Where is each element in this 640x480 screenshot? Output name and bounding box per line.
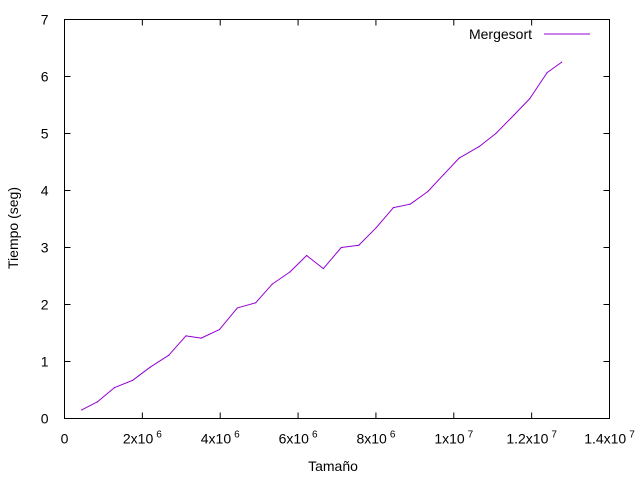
data-point bbox=[561, 61, 563, 63]
x-tick-label: 4x10 6 bbox=[201, 430, 240, 447]
x-tick-label-base: 1.2x10 bbox=[506, 431, 548, 447]
data-point bbox=[218, 328, 221, 331]
data-point bbox=[458, 157, 460, 159]
legend-label-mergesort: Mergesort bbox=[469, 26, 532, 42]
data-point bbox=[132, 379, 134, 381]
x-axis-title: Tamaño bbox=[308, 458, 358, 474]
data-point bbox=[358, 244, 360, 246]
y-tick-label: 3 bbox=[41, 240, 49, 256]
x-tick-label-base: 0 bbox=[61, 431, 69, 447]
x-tick-label: 1.2x10 7 bbox=[506, 430, 557, 447]
data-point bbox=[236, 307, 238, 309]
x-tick-label-exponent: 6 bbox=[234, 430, 240, 441]
y-tick-label: 7 bbox=[41, 12, 49, 28]
data-point bbox=[478, 146, 480, 148]
x-tick-label-base: 1.4x10 bbox=[584, 431, 626, 447]
x-tick-label: 1.4x10 7 bbox=[584, 430, 635, 447]
data-point bbox=[168, 354, 170, 356]
data-point bbox=[340, 246, 342, 249]
data-point bbox=[271, 283, 273, 285]
plot-frame bbox=[64, 19, 610, 419]
x-tick-label-base: 8x10 bbox=[356, 431, 387, 447]
data-point bbox=[306, 254, 308, 257]
data-point bbox=[513, 114, 515, 116]
data-point bbox=[495, 132, 497, 135]
y-tick-label: 6 bbox=[41, 69, 49, 85]
x-tick-label-base: 6x10 bbox=[279, 431, 310, 447]
x-tick-label: 1x10 7 bbox=[434, 430, 473, 447]
y-tick-label: 1 bbox=[41, 354, 49, 370]
y-axis-title: Tiempo (seg) bbox=[5, 187, 21, 269]
series-line-mergesort bbox=[81, 61, 562, 411]
data-point bbox=[375, 226, 377, 229]
x-tick-label-base: 4x10 bbox=[201, 431, 232, 447]
y-tick-label: 2 bbox=[41, 297, 49, 313]
x-ticks-layer: 0 2x10 6 4x10 6 6x10 6 8x10 6 1x10 7 1.2x10 7 1.4x10 7 bbox=[61, 19, 635, 447]
data-point bbox=[81, 409, 83, 411]
x-tick-label-base: 1x10 bbox=[434, 431, 465, 447]
y-ticks-layer: 0 1 2 3 4 5 6 7 bbox=[41, 12, 610, 427]
data-point bbox=[149, 366, 151, 368]
x-tick-label: 2x10 6 bbox=[123, 430, 162, 447]
data-point bbox=[289, 271, 291, 273]
x-tick-label-exponent: 7 bbox=[468, 430, 474, 441]
x-tick-label: 6x10 6 bbox=[279, 430, 318, 447]
x-tick-label: 8x10 6 bbox=[356, 430, 395, 447]
data-point bbox=[96, 401, 98, 403]
x-tick-label-exponent: 7 bbox=[551, 430, 557, 441]
data-point bbox=[427, 191, 429, 193]
x-tick-label: 0 bbox=[61, 431, 69, 447]
y-tick-label: 4 bbox=[41, 183, 49, 199]
x-tick-label-exponent: 6 bbox=[390, 430, 396, 441]
x-tick-label-base: 2x10 bbox=[123, 431, 154, 447]
data-point bbox=[529, 98, 531, 100]
data-point bbox=[255, 302, 257, 304]
data-point bbox=[185, 335, 187, 337]
legend: Mergesort bbox=[469, 26, 590, 42]
y-tick-label: 5 bbox=[41, 126, 49, 142]
data-point bbox=[409, 203, 411, 205]
x-tick-label-exponent: 6 bbox=[312, 430, 318, 441]
data-point bbox=[546, 71, 548, 74]
data-point bbox=[392, 207, 395, 209]
data-point bbox=[113, 387, 115, 389]
data-point bbox=[443, 173, 445, 176]
x-tick-label-exponent: 6 bbox=[156, 430, 162, 441]
series-layer bbox=[81, 61, 563, 411]
data-point bbox=[200, 337, 202, 339]
data-point bbox=[322, 267, 324, 270]
x-tick-label-exponent: 7 bbox=[629, 430, 635, 441]
y-tick-label: 0 bbox=[41, 411, 49, 427]
